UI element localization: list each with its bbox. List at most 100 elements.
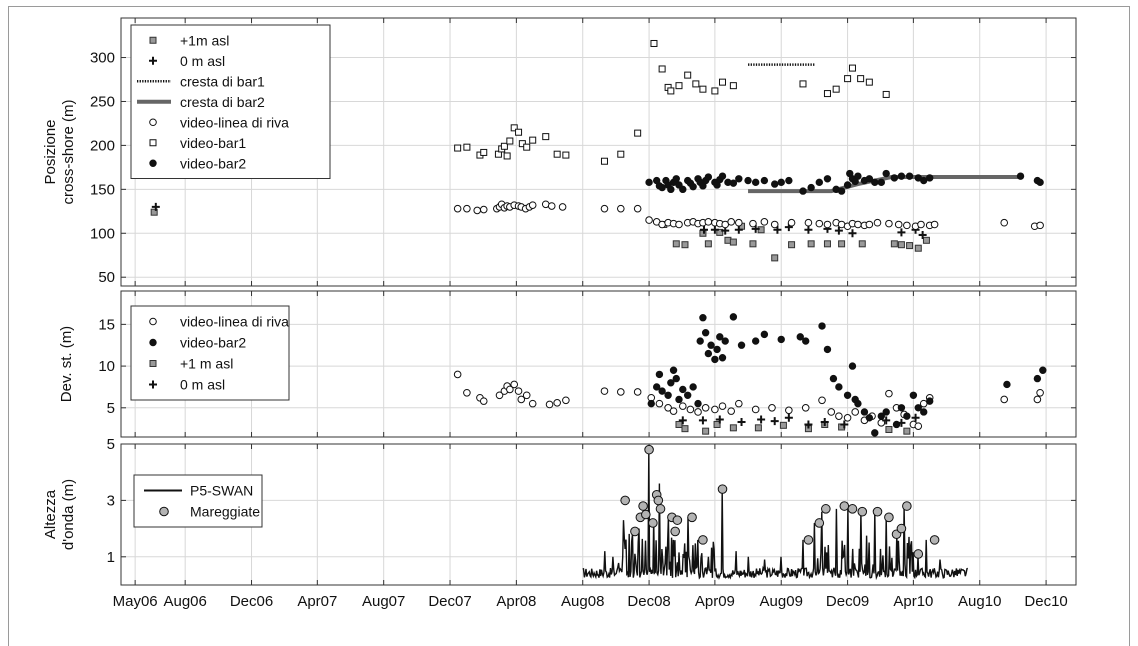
data-point [884,512,894,523]
data-point [871,429,879,437]
data-point [729,313,738,321]
data-point [528,201,537,209]
data-point [645,216,653,224]
data-point [652,383,661,391]
data-point [754,424,762,432]
data-point [600,204,609,213]
data-point [922,236,930,244]
data-point [553,398,561,407]
data-point [834,226,843,235]
data-point [653,495,664,506]
data-point [727,218,735,226]
data-point [827,408,836,416]
data-point [670,526,680,537]
data-point [658,387,666,395]
data-point [843,414,852,422]
data-point [634,129,642,137]
series-video-linea-di-riva [453,370,1044,430]
data-point [704,218,713,226]
data-point [672,515,683,525]
data-point [821,504,831,514]
data-point [735,218,743,227]
data-point [669,366,678,374]
data-point [1036,388,1044,397]
data-point [689,183,697,191]
data-point [890,240,898,248]
data-point [701,329,710,337]
y-tick-label: 3 [107,492,115,509]
x-tick-label: Apr08 [496,593,536,610]
plot-area [120,443,1077,586]
legend-item: +1m asl [149,32,229,48]
x-tick-label: Aug06 [163,593,206,610]
data-point [463,388,471,397]
data-point [707,341,715,349]
x-tick-label: Dec06 [230,593,273,610]
data-point [760,218,769,226]
legend-label: video-linea di riva [180,114,289,130]
data-point [777,335,785,344]
legend-item: Mareggiate [159,504,260,520]
legend-swatch [149,139,157,147]
data-point [799,80,807,88]
legend-label: cresta di bar2 [180,94,265,110]
x-tick-label: Dec09 [826,593,869,610]
data-point [644,444,654,455]
legend-item: video-linea di riva [149,114,289,130]
legend-item: 0 m asl [149,377,225,393]
data-point [734,225,743,234]
x-tick-label: Aug08 [561,593,604,610]
legend-box [130,305,290,401]
data-point [839,501,850,511]
data-point [704,349,713,358]
series-mareggiate [620,444,940,559]
data-point [681,241,689,249]
data-point [896,523,907,534]
data-point [843,391,852,399]
data-point [829,374,838,383]
data-point [894,220,903,229]
data-point [903,427,911,435]
data-point [902,501,912,511]
legend-box [133,474,263,528]
data-point [905,172,914,180]
data-point [600,157,608,165]
data-point [749,219,757,228]
data-point [529,136,537,144]
panel-1: 50 100 150 200 250 300 Posizione cross-shore (m… [42,17,1077,287]
legend-item: video-bar2 [149,335,246,351]
data-point [689,383,697,391]
data-point [672,240,680,248]
data-point [699,313,707,322]
data-point [760,176,769,185]
plot-border [120,290,1077,438]
data-point [903,412,911,420]
data-point [788,241,796,249]
data-point [804,420,813,429]
data-point [675,82,683,90]
data-point [638,501,648,511]
data-point [835,412,843,420]
data-point [463,143,471,151]
data-point [801,404,810,412]
data-point [500,142,508,150]
data-point [785,176,793,185]
data-point [473,206,482,215]
data-point [897,241,905,249]
data-point [877,412,886,420]
data-point [686,405,695,414]
data-point [1000,218,1009,227]
data-point [479,397,488,405]
x-tick-label: Aug07 [362,593,405,610]
data-point [823,220,832,229]
legend-label: video-linea di riva [180,314,289,330]
data-point [815,178,824,187]
data-point [860,408,869,416]
y-tick-label: 50 [98,269,115,286]
legend-label: Mareggiate [190,504,260,520]
data-point [802,337,810,345]
data-point [696,337,704,345]
y-axis-label: cross-shore (m) [60,99,77,204]
data-point [770,220,779,229]
data-point [620,495,630,506]
